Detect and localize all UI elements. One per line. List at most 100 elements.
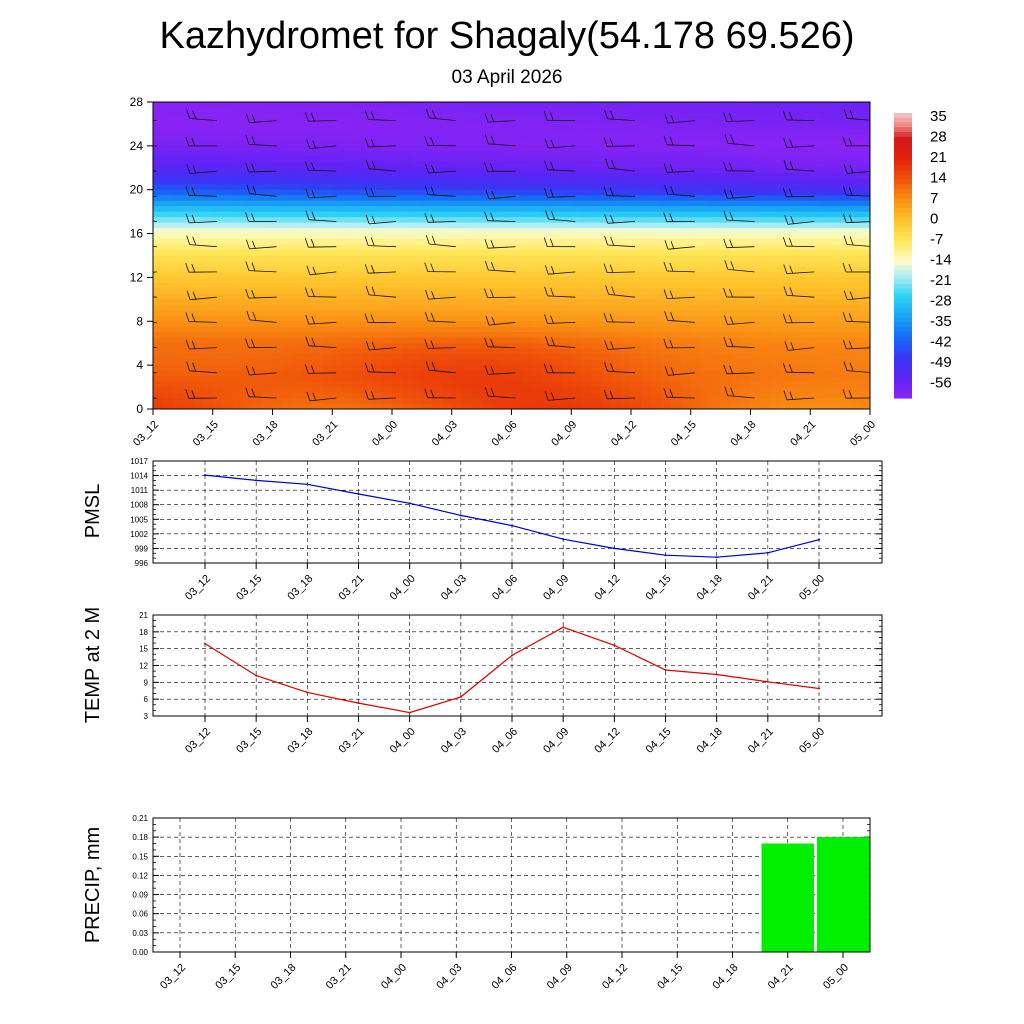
heatmap-cell [272, 228, 284, 235]
heatmap-cell [561, 354, 572, 361]
heatmap-cell [750, 107, 762, 114]
heatmap-cell [840, 282, 851, 289]
heatmap-cell [242, 145, 254, 152]
wind-barb-shaft [726, 246, 755, 249]
heatmap-cell [551, 118, 562, 125]
heatmap-cell [162, 304, 174, 311]
heatmap-cell [182, 118, 194, 125]
heatmap-cell [252, 102, 264, 109]
wind-barb-flag [789, 265, 794, 274]
heatmap-cell [521, 370, 533, 377]
heatmap-cell [342, 129, 353, 136]
heatmap-cell [690, 403, 702, 409]
heatmap-cell [461, 332, 473, 339]
heatmap-cell [461, 365, 473, 372]
heatmap-cell [232, 376, 244, 383]
heatmap-cell [601, 398, 612, 405]
wind-barb-flag [609, 264, 614, 273]
heatmap-cell [621, 392, 632, 399]
heatmap-cell [421, 244, 433, 251]
heatmap-cell [322, 337, 333, 344]
heatmap-cell [601, 381, 612, 388]
heatmap-cell [411, 315, 423, 322]
heatmap-cell [411, 387, 423, 394]
heatmap-cell [621, 184, 632, 191]
heatmap-cell [232, 140, 244, 147]
heatmap-cell [302, 343, 313, 350]
heatmap-cell [581, 255, 592, 262]
heatmap-cell [212, 337, 224, 344]
heatmap-cell [541, 370, 552, 377]
colorbar-cell [894, 383, 912, 390]
heatmap-cell [302, 315, 313, 322]
heatmap-cell [292, 222, 303, 229]
heatmap-cell [700, 310, 712, 317]
heatmap-cell [252, 151, 264, 158]
heatmap-cell [770, 271, 781, 279]
heatmap-cell [292, 239, 303, 246]
heatmap-cell [650, 200, 662, 207]
heatmap-cell [352, 337, 363, 344]
heatmap-cell [541, 206, 552, 213]
heatmap-cell [860, 255, 870, 262]
heatmap-cell [541, 244, 552, 251]
pmsl-x-tick-label: 04_03 [439, 573, 469, 603]
heatmap-cell [611, 206, 622, 213]
heatmap-cell [740, 211, 752, 218]
wind-barb-shaft [487, 346, 516, 348]
heatmap-cell [571, 195, 582, 202]
heatmap-cell [153, 326, 164, 333]
heatmap-cell [650, 260, 662, 268]
heatmap-cell [481, 184, 493, 191]
heatmap-cell [222, 370, 234, 377]
heatmap-cell [680, 398, 692, 405]
heatmap-cell [362, 321, 373, 328]
wind-barb-flag [304, 287, 309, 297]
heatmap-cell [481, 337, 493, 344]
heatmap-cell [382, 255, 393, 262]
heatmap-cell [153, 354, 164, 361]
heatmap-cell [322, 343, 333, 350]
heatmap-cell [222, 376, 234, 383]
heatmap-cell [182, 178, 194, 185]
heatmap-cell [780, 293, 791, 300]
heatmap-cell [461, 304, 473, 311]
heatmap-cell [352, 167, 363, 174]
wind-barb-shaft [488, 143, 516, 147]
heatmap-cell [471, 200, 483, 207]
heatmap-cell [531, 112, 542, 120]
wind-barb-shaft [786, 271, 815, 274]
heatmap-cell [232, 332, 244, 339]
heatmap-cell [501, 222, 513, 229]
precip-y-tick-label: 0.09 [132, 891, 148, 900]
heatmap-cell [192, 260, 204, 268]
heatmap-cell [670, 118, 682, 125]
heatmap-cell [392, 321, 403, 328]
heatmap-cell [332, 156, 343, 163]
heatmap-cell [352, 299, 363, 306]
heatmap-cell [491, 123, 503, 131]
heatmap-cell [830, 206, 841, 213]
heatmap-cell [690, 354, 702, 361]
heatmap-cell [531, 403, 542, 409]
heatmap-cell [860, 118, 870, 125]
heatmap-cell [561, 282, 572, 289]
heatmap-cell [601, 156, 612, 163]
heatmap-cell [531, 354, 542, 361]
heatmap-cell [650, 156, 662, 163]
heatmap-cell [232, 348, 244, 355]
heatmap-cell [501, 162, 513, 169]
heatmap-cell [860, 162, 870, 169]
heatmap-cell [591, 123, 602, 131]
heatmap-cell [750, 255, 762, 262]
heatmap-cell [292, 123, 303, 131]
wind-barb-flag [663, 163, 668, 173]
heatmap-cell [382, 228, 393, 235]
heatmap-cell [401, 299, 413, 306]
heatmap-cell [202, 293, 214, 300]
heatmap-cell [153, 332, 164, 339]
heatmap-cell [770, 140, 781, 147]
wind-barb-shaft [190, 296, 217, 301]
heatmap-cell [650, 271, 662, 279]
heatmap-cell [591, 354, 602, 361]
